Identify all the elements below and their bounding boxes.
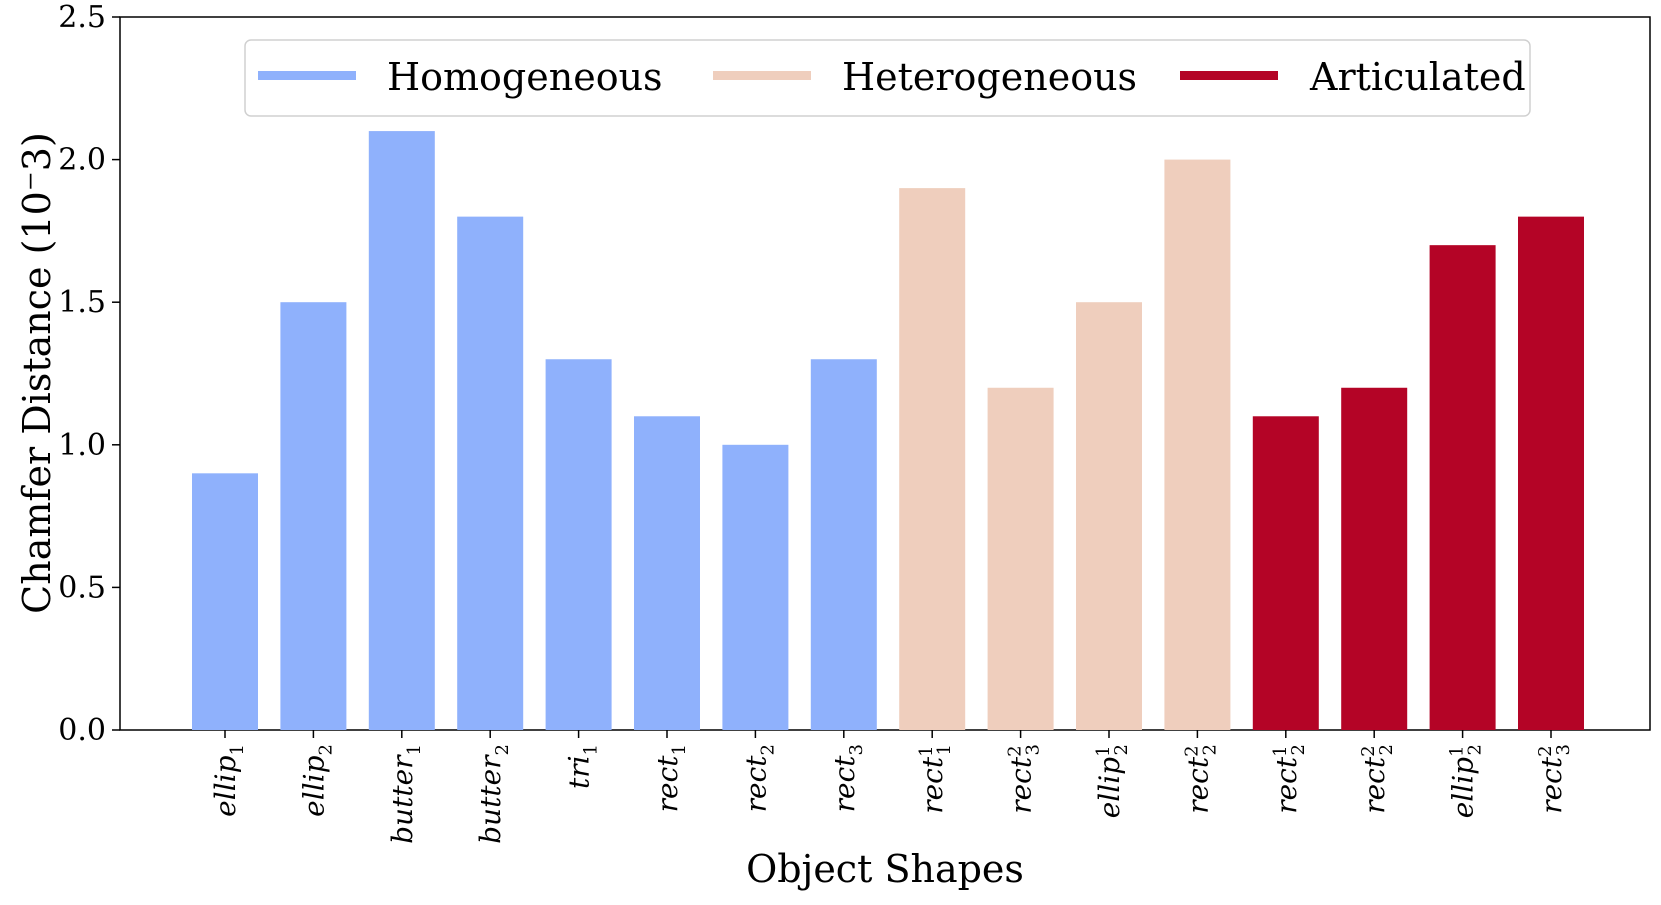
- bar: [192, 473, 258, 730]
- bar: [810, 359, 877, 730]
- legend-label-heterogeneous: Heterogeneous: [842, 55, 1137, 99]
- x-tick-label: rect22: [1358, 744, 1397, 814]
- y-tick-label: 1.0: [58, 428, 106, 463]
- bar: [634, 416, 700, 730]
- y-tick-label: 2.0: [58, 143, 106, 178]
- x-tick-label: ellip12: [1093, 744, 1132, 818]
- y-tick-label: 0.5: [58, 570, 106, 605]
- legend-swatch-heterogeneous: [713, 71, 811, 80]
- x-tick-label: ellip2: [297, 744, 336, 817]
- x-tick-label: rect2: [739, 744, 778, 812]
- x-tick-label: rect1: [651, 744, 690, 812]
- legend-swatch-homogeneous: [258, 71, 356, 80]
- x-tick-label: rect23: [1005, 744, 1044, 814]
- y-tick-label: 2.5: [58, 0, 106, 35]
- bar: [1341, 387, 1408, 730]
- x-tick-label: rect12: [1270, 744, 1309, 814]
- y-tick-label: 1.5: [58, 285, 106, 320]
- y-axis-title: Chamfer Distance (10⁻3): [15, 132, 59, 614]
- bar: [1076, 302, 1142, 730]
- x-tick-label: butter1: [386, 744, 425, 844]
- bars-group: [192, 131, 1584, 731]
- bar: [1164, 159, 1231, 731]
- plot-frame: [119, 16, 1651, 731]
- y-tick-label: 0.0: [58, 713, 106, 748]
- bar: [1518, 216, 1584, 730]
- x-tick-label: rect23: [1535, 744, 1574, 814]
- x-tick-label: rect22: [1181, 744, 1220, 814]
- bar: [368, 131, 435, 730]
- x-tick-label: butter2: [474, 744, 513, 844]
- legend: Homogeneous Heterogeneous Articulated: [244, 39, 1531, 117]
- x-tick-label: rect11: [916, 744, 955, 814]
- legend-label-homogeneous: Homogeneous: [387, 55, 663, 99]
- y-axis-ticks: 0.0 0.5 1.0 1.5 2.0 2.5: [58, 0, 120, 748]
- bar: [987, 387, 1054, 730]
- bar: [722, 444, 789, 730]
- x-tick-label: ellip12: [1447, 744, 1486, 818]
- legend-swatch-articulated: [1180, 71, 1278, 80]
- x-tick-label: ellip1: [209, 744, 248, 817]
- x-axis-title: Object Shapes: [746, 847, 1024, 891]
- bar: [545, 359, 612, 730]
- bar: [899, 188, 966, 730]
- x-tick-label: rect3: [828, 744, 867, 812]
- legend-label-articulated: Articulated: [1309, 55, 1526, 99]
- bar: [280, 302, 347, 730]
- x-tick-label: tri1: [563, 744, 602, 789]
- bar: [457, 216, 524, 730]
- legend-box: [244, 39, 1531, 117]
- x-axis-ticks: ellip1 ellip2 butter1 butter2 tri1 rect1 rect2…: [209, 730, 1574, 844]
- bar: [1252, 416, 1319, 730]
- bar: [1429, 245, 1496, 730]
